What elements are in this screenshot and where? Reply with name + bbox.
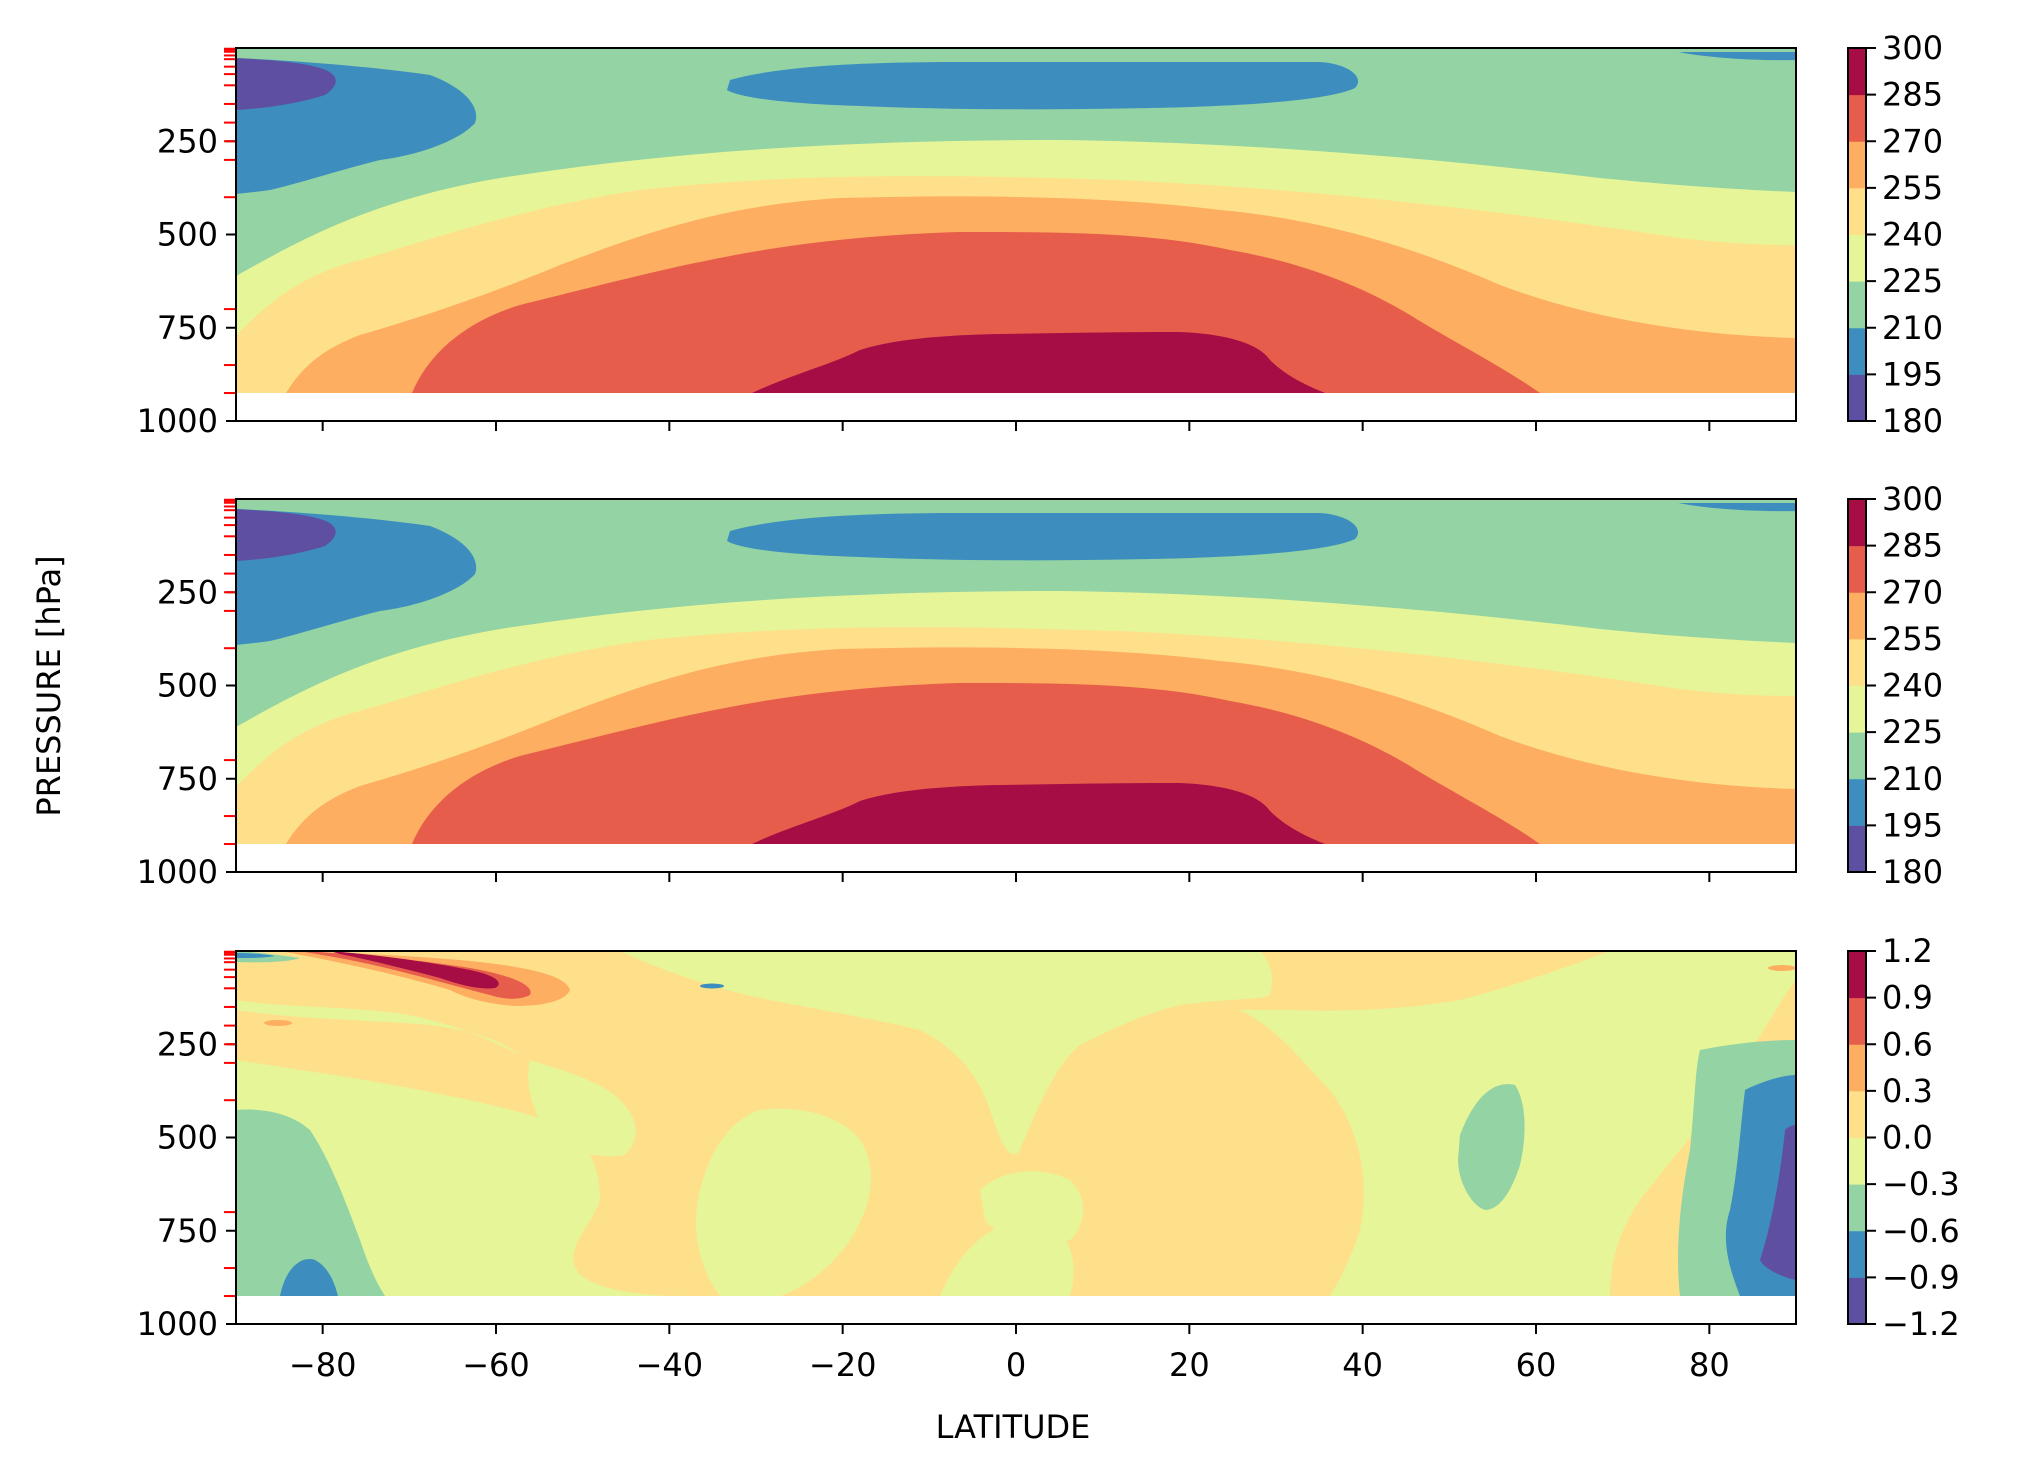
colorbar-band <box>1848 94 1866 142</box>
x-tick-label: 20 <box>1169 1346 1210 1384</box>
colorbar-tick-label: −1.2 <box>1882 1305 1960 1343</box>
colorbar-tick-label: 210 <box>1882 760 1943 798</box>
y-tick-label: 500 <box>157 216 218 254</box>
x-tick-label: −80 <box>289 1346 357 1384</box>
panel-1-x-ticks <box>321 421 1711 431</box>
colorbar-tick-label: 180 <box>1882 853 1943 891</box>
panel-2-contour-field <box>236 499 1796 844</box>
colorbar-tick-label: −0.6 <box>1882 1212 1960 1250</box>
panel-2: 250 500 750 1000 180 195 210 225 240 255 270 285 30… <box>137 480 1944 891</box>
x-tick-label: −60 <box>462 1346 530 1384</box>
colorbar-tick-label: 225 <box>1882 713 1943 751</box>
colorbar-tick-label: 210 <box>1882 309 1943 347</box>
y-tick-label: 250 <box>157 122 218 160</box>
y-tick-label: 750 <box>157 309 218 347</box>
colorbar-tick-label: 255 <box>1882 620 1943 658</box>
y-tick-label: 1000 <box>137 853 218 891</box>
y-tick-label: 500 <box>157 667 218 705</box>
panel-2-model-level-ticks <box>224 498 235 846</box>
x-tick-label: 40 <box>1342 1346 1383 1384</box>
colorbar-tick-label: 195 <box>1882 806 1943 844</box>
colorbar-tick-label: −0.9 <box>1882 1258 1960 1296</box>
colorbar-band <box>1848 545 1866 593</box>
colorbar-tick-label: 0.9 <box>1882 979 1933 1017</box>
panel-1-colorbar: 180 195 210 225 240 255 270 285 300 <box>1847 29 1943 440</box>
x-tick-label: −40 <box>636 1346 704 1384</box>
y-axis-label: PRESSURE [hPa] <box>30 555 68 816</box>
colorbar-band <box>1848 825 1866 873</box>
colorbar-tick-label: −0.3 <box>1882 1165 1960 1203</box>
colorbar-band <box>1848 327 1866 375</box>
colorbar-tick-label: 270 <box>1882 573 1943 611</box>
colorbar-tick-label: 195 <box>1882 355 1943 393</box>
panel-3: 250 500 750 1000 −80 −60 −40 −20 0 20 40 60 80 −1.2… <box>137 932 1960 1384</box>
colorbar-tick-label: 255 <box>1882 169 1943 207</box>
colorbar-band <box>1848 997 1866 1045</box>
panel-3-model-level-ticks <box>224 950 235 1298</box>
colorbar-band <box>1848 141 1866 189</box>
y-tick-label: 1000 <box>137 402 218 440</box>
x-axis-label: LATITUDE <box>936 1408 1091 1446</box>
x-tick-label: 0 <box>1006 1346 1026 1384</box>
panel-1: 250 500 750 1000 180 195 210 225 240 255 270 285 30… <box>137 29 1944 440</box>
colorbar-tick-label: 225 <box>1882 262 1943 300</box>
colorbar-tick-label: 0.3 <box>1882 1072 1933 1110</box>
colorbar-band <box>1848 187 1866 235</box>
colorbar-band <box>1848 951 1866 999</box>
panel-3-colorbar: −1.2 −0.9 −0.6 −0.3 0.0 0.3 0.6 0.9 1.2 <box>1847 932 1960 1343</box>
y-tick-label: 750 <box>157 760 218 798</box>
y-tick-label: 250 <box>157 573 218 611</box>
panel-3-contour-field <box>236 951 1796 1296</box>
colorbar-band <box>1848 48 1866 96</box>
y-tick-label: 250 <box>157 1025 218 1063</box>
colorbar-band <box>1848 1184 1866 1232</box>
x-tick-label: −20 <box>809 1346 877 1384</box>
colorbar-tick-label: 240 <box>1882 667 1943 705</box>
colorbar-tick-label: 270 <box>1882 122 1943 160</box>
y-tick-label: 500 <box>157 1119 218 1157</box>
colorbar-band <box>1848 1044 1866 1092</box>
colorbar-band <box>1848 685 1866 733</box>
colorbar-band <box>1848 499 1866 547</box>
colorbar-band <box>1848 1230 1866 1278</box>
panel-1-model-level-ticks <box>224 47 235 395</box>
colorbar-tick-label: 285 <box>1882 527 1943 565</box>
panel-3-x-ticks: −80 −60 −40 −20 0 20 40 60 80 <box>289 1324 1730 1384</box>
colorbar-tick-label: 300 <box>1882 480 1943 518</box>
colorbar-band <box>1848 732 1866 780</box>
x-tick-label: 80 <box>1689 1346 1730 1384</box>
colorbar-band <box>1848 1090 1866 1138</box>
colorbar-tick-label: 300 <box>1882 29 1943 67</box>
colorbar-band <box>1848 1277 1866 1325</box>
colorbar-band <box>1848 374 1866 422</box>
colorbar-tick-label: 0.6 <box>1882 1025 1933 1063</box>
x-tick-label: 60 <box>1516 1346 1557 1384</box>
y-tick-label: 1000 <box>137 1305 218 1343</box>
panel-3-y-ticks: 250 500 750 1000 <box>137 1025 236 1343</box>
colorbar-tick-label: 0.0 <box>1882 1119 1933 1157</box>
y-tick-label: 750 <box>157 1212 218 1250</box>
panel-2-x-ticks <box>321 872 1711 882</box>
colorbar-band <box>1848 638 1866 686</box>
colorbar-band <box>1848 592 1866 640</box>
panel-2-colorbar: 180 195 210 225 240 255 270 285 300 <box>1847 480 1943 891</box>
colorbar-band <box>1848 281 1866 329</box>
colorbar-band <box>1848 778 1866 826</box>
colorbar-tick-label: 180 <box>1882 402 1943 440</box>
colorbar-tick-label: 1.2 <box>1882 932 1933 970</box>
panel-1-y-ticks: 250 500 750 1000 <box>137 122 236 440</box>
colorbar-band <box>1848 234 1866 282</box>
panel-2-y-ticks: 250 500 750 1000 <box>137 573 236 891</box>
colorbar-band <box>1848 1137 1866 1185</box>
colorbar-tick-label: 240 <box>1882 216 1943 254</box>
colorbar-tick-label: 285 <box>1882 76 1943 114</box>
panel-1-contour-field <box>236 48 1796 393</box>
